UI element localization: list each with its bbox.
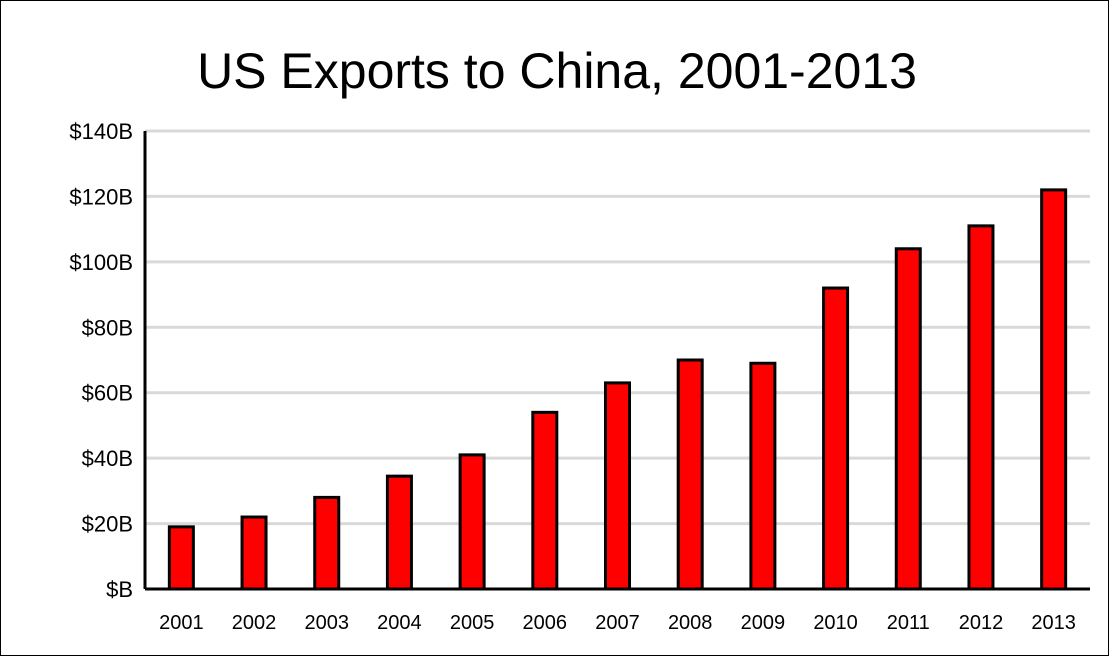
y-tick-label: $60B — [82, 381, 133, 406]
bar-2007 — [604, 381, 631, 591]
x-tick-label: 2005 — [450, 612, 495, 634]
bar-2005 — [458, 453, 486, 591]
y-tick-label: $40B — [82, 446, 133, 471]
x-tick-label: 2008 — [668, 612, 713, 634]
x-tick-label: 2010 — [813, 612, 858, 634]
bar-2004 — [385, 474, 413, 591]
x-tick-label: 2004 — [377, 612, 422, 634]
x-tick-label: 2011 — [887, 612, 930, 634]
y-tick-label: $20B — [82, 512, 133, 537]
y-tick-label: $B — [106, 577, 133, 602]
bar-2010 — [822, 286, 850, 591]
x-tick-label: 2007 — [595, 612, 640, 634]
bar-2002 — [240, 515, 268, 591]
bar-2013 — [1040, 188, 1068, 591]
y-tick-label: $80B — [82, 315, 133, 340]
x-tick-label: 2013 — [1031, 612, 1076, 634]
x-axis-tick-labels: 2001 2002 2003 2004 2005 2006 2007 2008 2009 2010… — [159, 612, 1076, 634]
bars — [167, 188, 1068, 591]
x-tick-label: 2003 — [304, 612, 349, 634]
bar-2006 — [531, 410, 559, 591]
y-axis-tick-labels: $B $20B $40B $60B $80B $100B $120B $140B — [69, 119, 133, 602]
bar-2001 — [167, 525, 195, 591]
bar-2009 — [749, 361, 777, 591]
x-tick-label: 2009 — [741, 612, 786, 634]
x-tick-label: 2001 — [159, 612, 204, 634]
y-tick-label: $100B — [69, 250, 133, 275]
bar-2008 — [676, 358, 704, 591]
x-tick-label: 2006 — [523, 612, 568, 634]
gridlines — [145, 129, 1090, 526]
y-tick-label: $140B — [69, 119, 133, 144]
x-tick-label: 2002 — [232, 612, 277, 634]
chart-title: US Exports to China, 2001-2013 — [197, 43, 917, 99]
bar-2012 — [967, 224, 995, 591]
y-tick-label: $120B — [69, 184, 133, 209]
bar-2011 — [894, 247, 922, 591]
bar-2003 — [313, 495, 341, 591]
x-tick-label: 2012 — [959, 612, 1004, 634]
